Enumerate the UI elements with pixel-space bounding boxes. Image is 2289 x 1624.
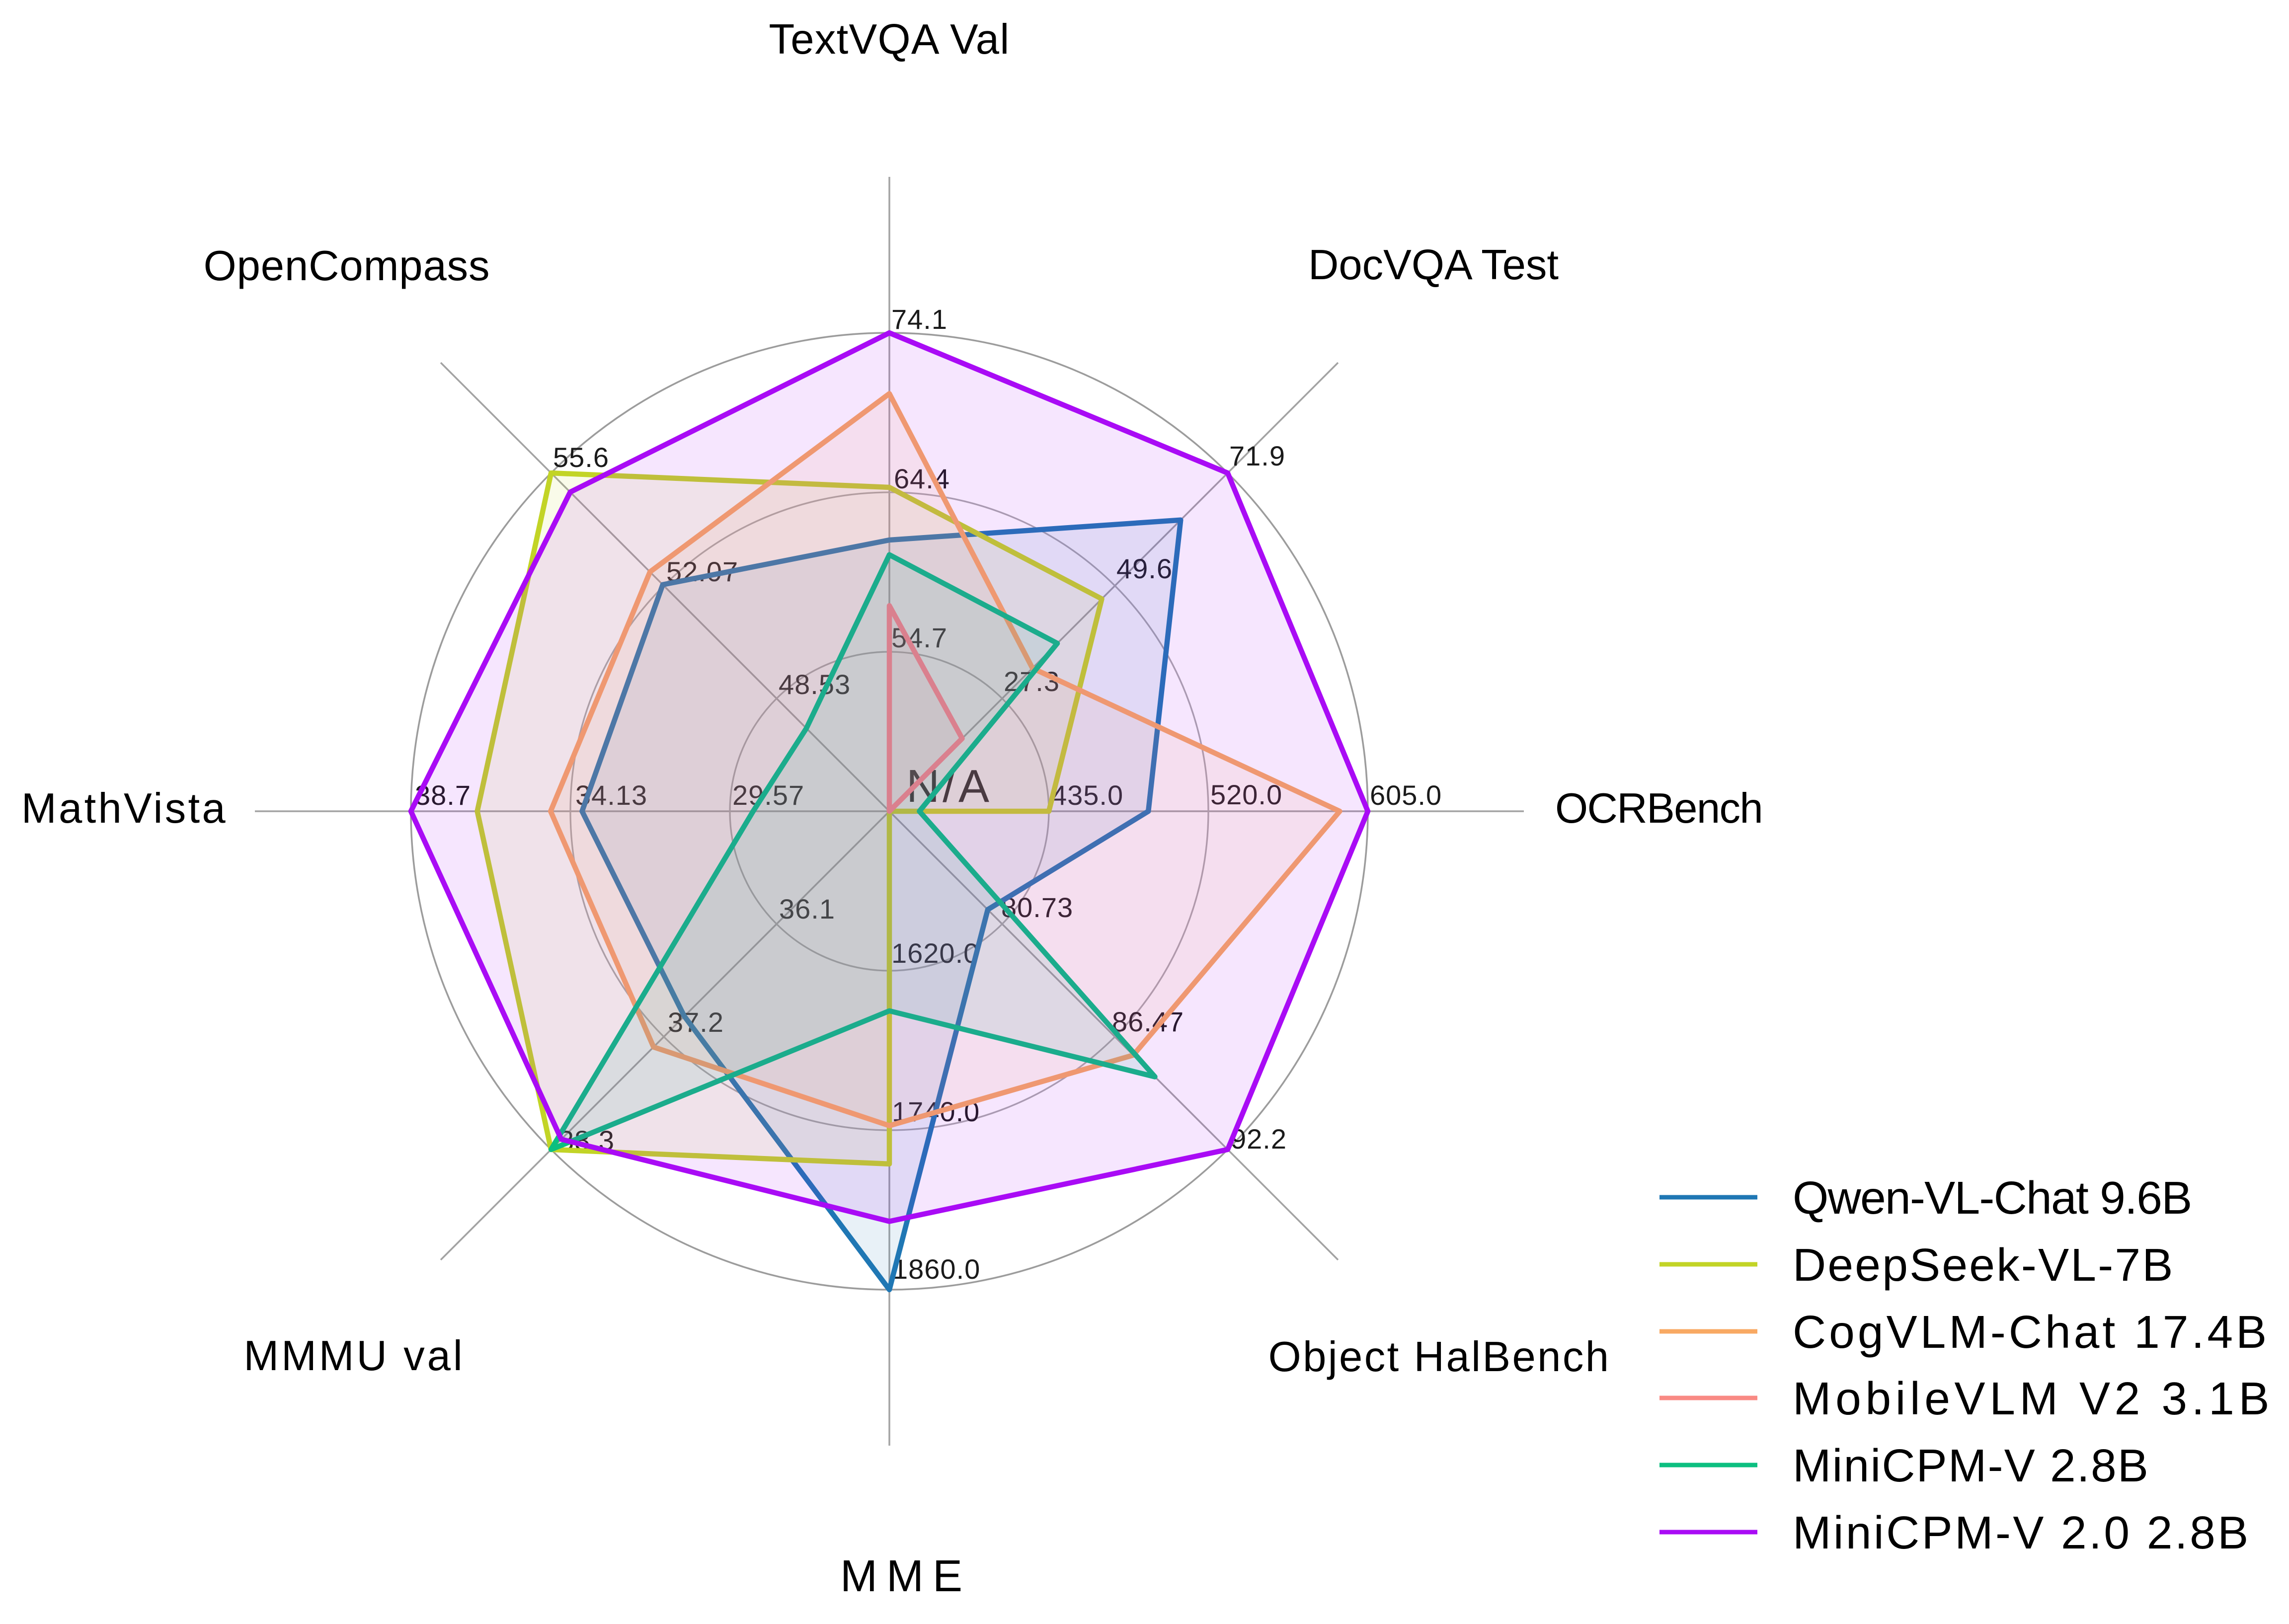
svg-text:520.0: 520.0 [1210, 779, 1282, 810]
svg-text:MMMU val: MMMU val [243, 1332, 465, 1380]
svg-text:92.2: 92.2 [1231, 1123, 1287, 1155]
svg-text:TextVQA Val: TextVQA Val [769, 16, 1010, 63]
svg-text:1620.0: 1620.0 [891, 937, 979, 969]
svg-text:48.53: 48.53 [779, 669, 851, 700]
svg-text:49.6: 49.6 [1116, 553, 1173, 584]
svg-text:Qwen-VL-Chat 9.6B: Qwen-VL-Chat 9.6B [1793, 1172, 2191, 1224]
svg-text:71.9: 71.9 [1229, 440, 1285, 471]
svg-text:36.1: 36.1 [779, 893, 835, 925]
svg-text:OCRBench: OCRBench [1555, 785, 1762, 832]
svg-text:74.1: 74.1 [891, 304, 947, 335]
svg-text:DeepSeek-VL-7B: DeepSeek-VL-7B [1793, 1239, 2175, 1291]
svg-text:Object HalBench: Object HalBench [1268, 1333, 1611, 1381]
svg-text:DocVQA Test: DocVQA Test [1308, 241, 1559, 289]
svg-text:MathVista: MathVista [21, 785, 228, 832]
svg-text:435.0: 435.0 [1051, 779, 1123, 811]
svg-text:55.6: 55.6 [553, 442, 609, 473]
svg-text:MiniCPM-V 2.0 2.8B: MiniCPM-V 2.0 2.8B [1793, 1507, 2251, 1558]
svg-text:MME: MME [840, 1551, 971, 1601]
svg-text:OpenCompass: OpenCompass [204, 242, 490, 290]
svg-text:N/A: N/A [906, 760, 992, 812]
svg-text:MiniCPM-V 2.8B: MiniCPM-V 2.8B [1793, 1440, 2149, 1491]
svg-text:MobileVLM V2 3.1B: MobileVLM V2 3.1B [1793, 1373, 2274, 1424]
svg-text:CogVLM-Chat 17.4B: CogVLM-Chat 17.4B [1793, 1306, 2270, 1358]
svg-text:1860.0: 1860.0 [892, 1253, 980, 1285]
svg-text:605.0: 605.0 [1370, 779, 1442, 811]
